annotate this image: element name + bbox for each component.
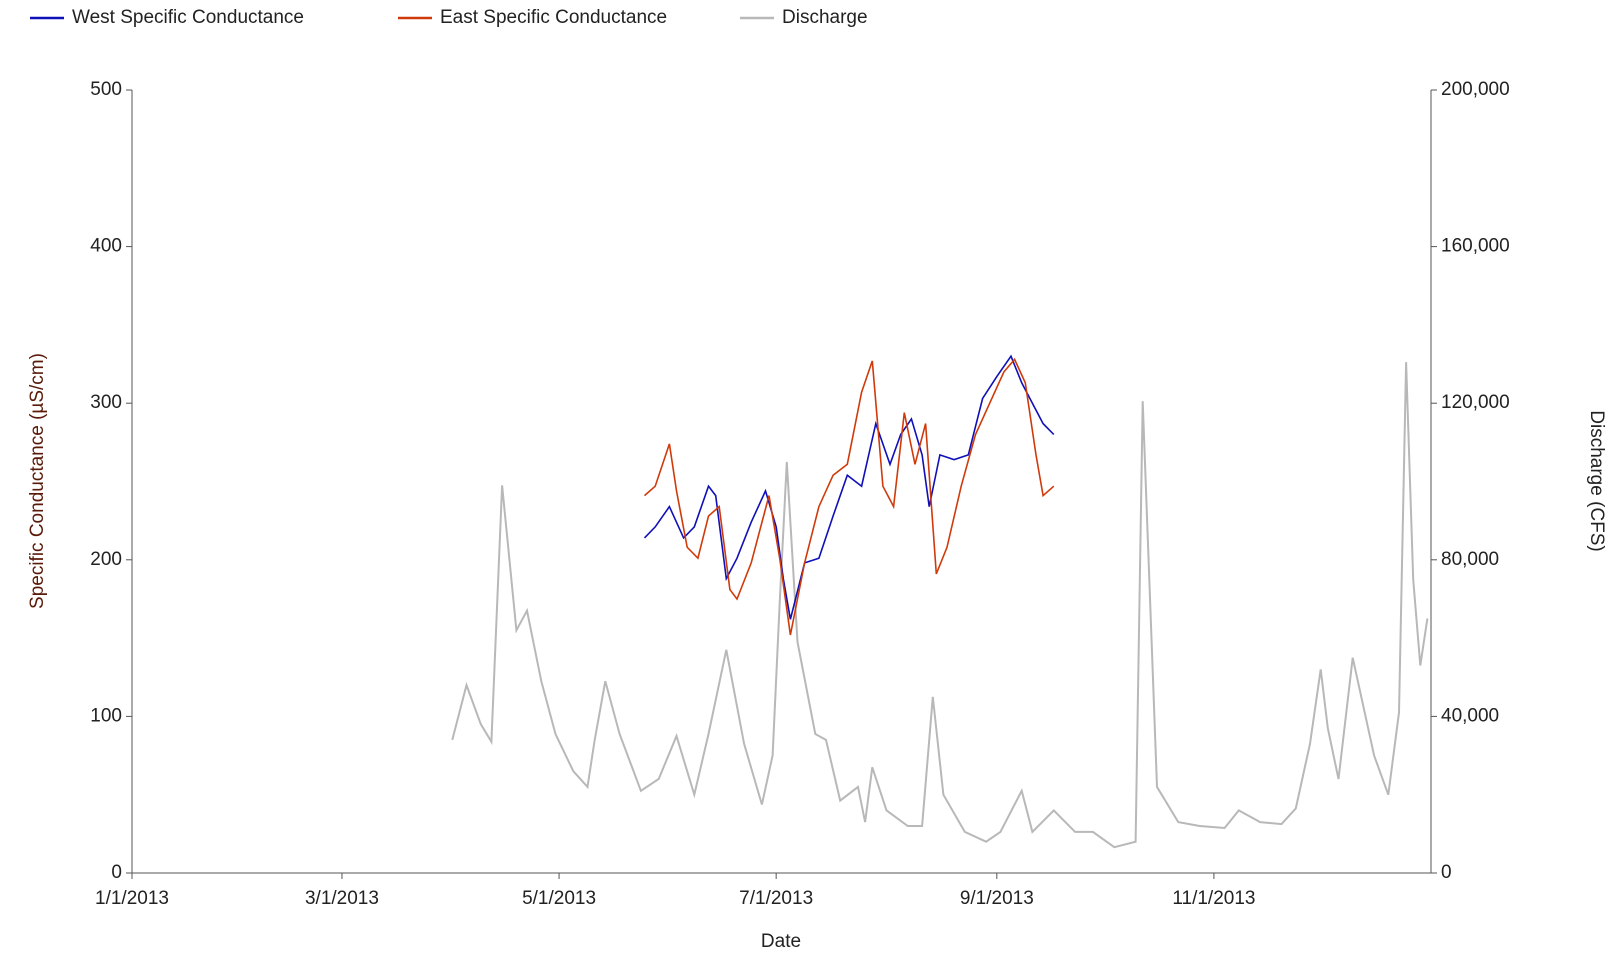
y2-tick-label: 160,000 [1441, 236, 1510, 257]
y-axis-title: Specific Conductance (µS/cm) [27, 353, 48, 609]
y-tick-label: 100 [90, 705, 122, 726]
y2-tick-label: 200,000 [1441, 79, 1510, 100]
y2-tick-label: 0 [1441, 862, 1452, 883]
y2-tick-label: 80,000 [1441, 549, 1499, 570]
series-line [451, 362, 1429, 849]
legend-label: East Specific Conductance [440, 7, 667, 28]
y-tick-label: 0 [111, 862, 122, 883]
y-tick-label: 500 [90, 79, 122, 100]
x-tick-label: 3/1/2013 [305, 888, 379, 909]
y-tick-label: 400 [90, 236, 122, 257]
legend-label: West Specific Conductance [72, 7, 304, 28]
x-axis-title: Date [761, 931, 801, 952]
x-tick-label: 7/1/2013 [739, 888, 813, 909]
y-tick-label: 200 [90, 549, 122, 570]
x-tick-label: 11/1/2013 [1172, 888, 1255, 909]
x-tick-label: 5/1/2013 [522, 888, 596, 909]
y2-axis-title: Discharge (CFS) [1586, 410, 1607, 551]
series-line [643, 357, 1055, 636]
y2-tick-label: 40,000 [1441, 705, 1499, 726]
y2-tick-label: 120,000 [1441, 392, 1510, 413]
y-tick-label: 300 [90, 392, 122, 413]
x-tick-label: 9/1/2013 [960, 888, 1034, 909]
legend-label: Discharge [782, 7, 868, 28]
x-tick-label: 1/1/2013 [95, 888, 169, 909]
series-line [643, 354, 1055, 620]
